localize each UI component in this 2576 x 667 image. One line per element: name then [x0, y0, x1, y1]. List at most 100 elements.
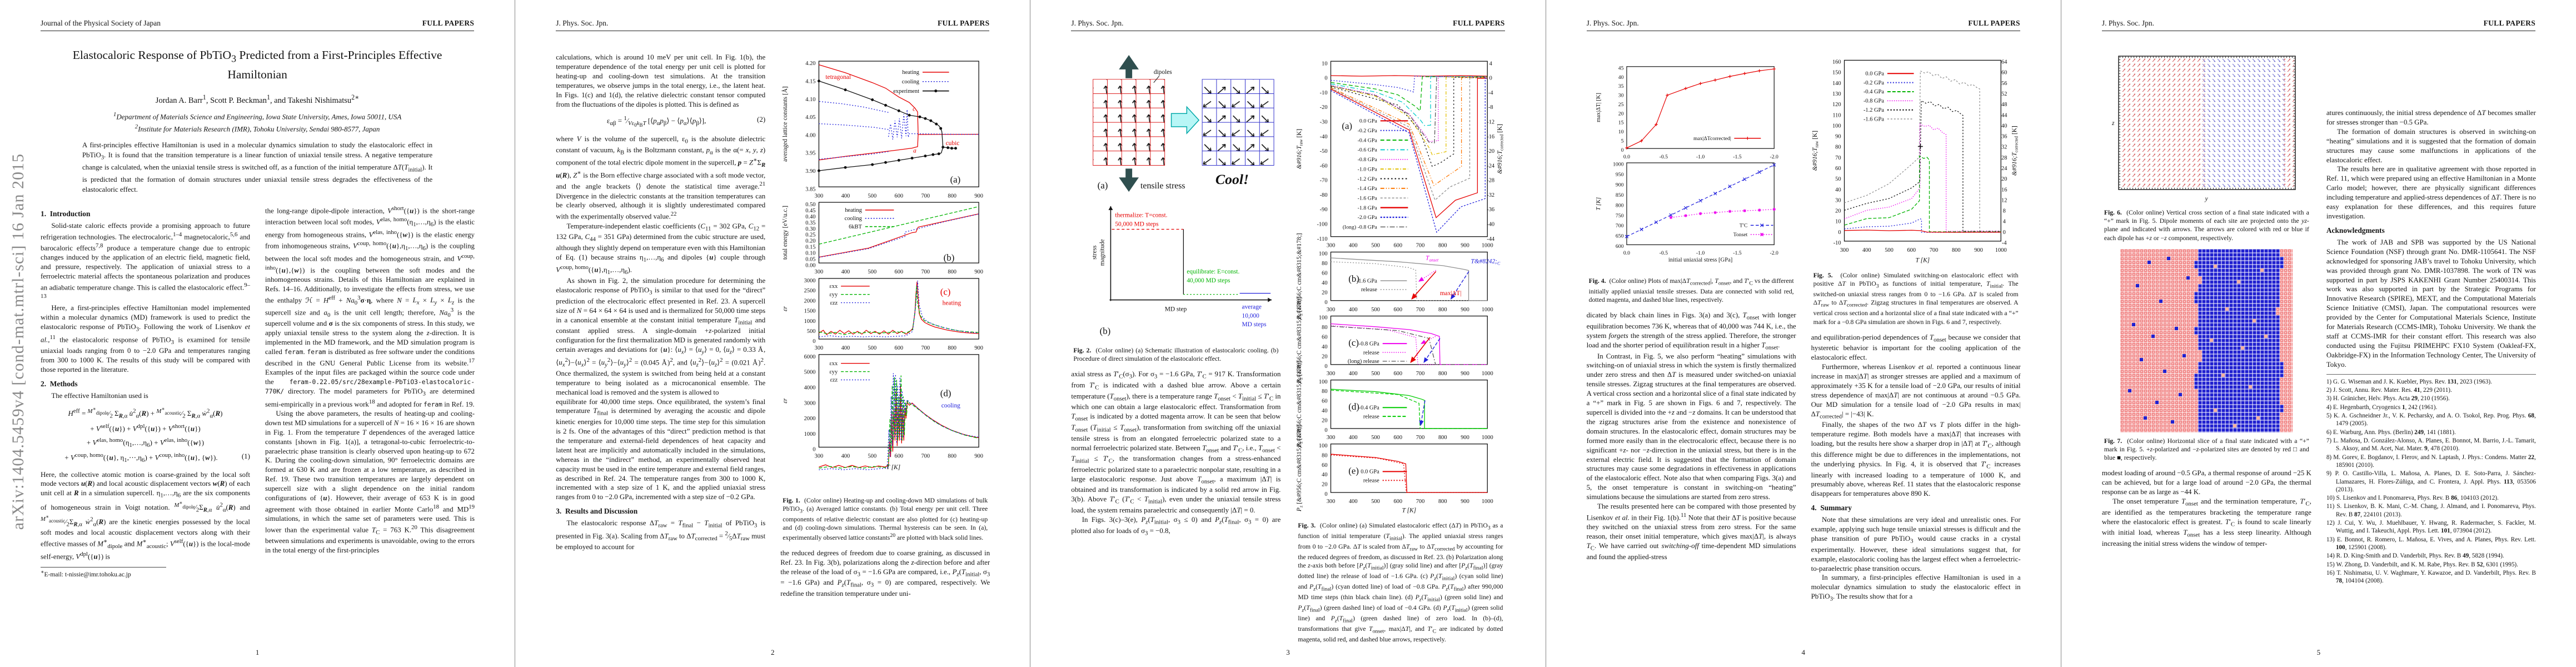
svg-text:850: 850: [1616, 192, 1624, 198]
svg-text:20: 20: [1322, 290, 1328, 296]
reference-item: 7) L. Mañosa, D. González-Alonso, A. Pla…: [2326, 437, 2536, 452]
svg-text:48: 48: [2001, 102, 2007, 108]
svg-text:-40: -40: [1320, 134, 1328, 140]
paragraph: Here, the collective atomic motion is co…: [41, 470, 251, 561]
svg-text:-1.5: -1.5: [1733, 250, 1741, 256]
svg-text:-30: -30: [1320, 120, 1328, 126]
paragraph: In summary, a first-principles effective…: [1811, 574, 2021, 603]
svg-text:4000: 4000: [804, 385, 816, 391]
svg-text:3000: 3000: [804, 278, 816, 284]
svg-text:12: 12: [2001, 197, 2007, 203]
fig3b-maxdt-label: max|ΔT|: [1440, 290, 1461, 297]
section-heading-acknowledgments: Acknowledgments: [2326, 226, 2385, 235]
paragraph: Temperature-independent elastic coeffici…: [556, 222, 766, 276]
svg-text:30: 30: [1618, 93, 1624, 99]
svg-text:52: 52: [2001, 91, 2007, 97]
svg-text:900: 900: [975, 345, 984, 351]
reference-item: 12) J. Cui, Y. Wu, J. Muehlbauer, Y. Hwa…: [2326, 520, 2536, 535]
svg-text:0: 0: [1325, 76, 1328, 82]
svg-text:950: 950: [1616, 172, 1624, 178]
svg-text:60: 60: [1322, 271, 1328, 277]
fig6-ylabel: z: [2111, 120, 2115, 127]
svg-text:20: 20: [1618, 111, 1624, 117]
svg-text:1000: 1000: [1482, 307, 1493, 313]
paragraph: The formation of domain structures is ob…: [2326, 127, 2536, 164]
svg-text:60: 60: [2001, 70, 2007, 76]
fig2-panel-b-tag: (b): [1100, 326, 1111, 336]
header-banner: FULL PAPERS: [2483, 19, 2536, 27]
figure-6-vertical-cross-section: z y: [2111, 56, 2296, 202]
svg-text:500: 500: [1372, 435, 1381, 441]
page5-right-column: atures continuously, the initial stress …: [2326, 53, 2536, 586]
svg-text:45: 45: [1618, 66, 1624, 72]
svg-text:-1.0 GPa: -1.0 GPa: [1358, 166, 1378, 172]
svg-text:5000: 5000: [804, 370, 816, 376]
fig3b-tc-label: T&#8242;C: [1471, 258, 1501, 266]
header-banner: FULL PAPERS: [937, 19, 990, 27]
svg-text:-1.4 GPa: -1.4 GPa: [1358, 186, 1378, 192]
paragraph: Solid-state caloric effects provide a pr…: [41, 222, 250, 300]
header-banner: FULL PAPERS: [422, 19, 475, 27]
svg-text:release: release: [1361, 287, 1377, 293]
svg-text:-32: -32: [1487, 192, 1495, 198]
svg-text:300: 300: [815, 193, 824, 199]
svg-text:750: 750: [1616, 213, 1624, 219]
paragraph: The results presented here can be compar…: [1586, 502, 1796, 561]
fig1d-mode-label: cooling: [941, 402, 960, 409]
svg-text:700: 700: [921, 454, 930, 460]
svg-text:80: 80: [1322, 452, 1328, 459]
svg-text:700: 700: [921, 269, 930, 275]
svg-text:600: 600: [895, 269, 904, 275]
paragraph: calculations, which is around 10 meV per…: [556, 53, 766, 108]
svg-text:heating: heating: [845, 207, 862, 213]
fig4-xlabel: initial uniaxial stress [GPa]: [1668, 257, 1732, 263]
svg-text:60: 60: [1835, 166, 1841, 172]
fig2-ylabel-1: stress: [1092, 245, 1098, 260]
fig2-panel-a-tag: (a): [1098, 180, 1108, 191]
svg-text:300: 300: [1327, 307, 1336, 313]
svg-text:800: 800: [1438, 243, 1447, 249]
svg-text:1000: 1000: [1482, 499, 1493, 505]
fig3-panel-b: Tonset T&#8242;C max|ΔT| (b) -1.6 GPa rel…: [1296, 233, 1501, 320]
journal-name: J. Phys. Soc. Jpn.: [2101, 19, 2154, 27]
fig4-top-panel: max|ΔTcorrected| 45 40 35 30 25 20 15 10 5 0 0.0 -…: [1596, 66, 1778, 160]
paragraph: where V is the volume of the supercell, …: [556, 135, 766, 221]
svg-text:32: 32: [2001, 145, 2007, 151]
fig1a-label-a: a: [913, 148, 916, 155]
fig3c-yticks: 100 80 60 40 20 0: [1319, 315, 1328, 370]
fig1-xlabel: T [K]: [886, 464, 900, 471]
paragraph: The onset temperature Tonset and the ter…: [2101, 497, 2311, 548]
svg-text:700: 700: [1929, 247, 1938, 253]
fig3b-yticks: 100 80 60 40 20 0: [1319, 251, 1328, 306]
svg-text:800: 800: [1438, 499, 1447, 505]
fig3e-legend: 0.0 GPa release: [1361, 469, 1407, 484]
svg-text:0.35: 0.35: [805, 220, 815, 226]
paper-title: Elastocaloric Response of PbTiO3 Predict…: [72, 48, 442, 82]
fig3d-legend: -0.4 GPa release: [1359, 405, 1407, 420]
fig1b-yticks: 0.500.450.400.350.300.250.200.150.100.05…: [805, 202, 815, 268]
svg-text:-1.8 GPa: -1.8 GPa: [1358, 205, 1378, 211]
fig4-bottom-ylabel: T [K]: [1596, 197, 1602, 211]
svg-text:300: 300: [1327, 371, 1336, 377]
svg-text:60: 60: [1322, 399, 1328, 405]
page-3: J. Phys. Soc. Jpn. FULL PAPERS: [1030, 0, 1546, 667]
svg-text:600: 600: [1394, 307, 1403, 313]
svg-text:700: 700: [1416, 499, 1425, 505]
svg-text:800: 800: [948, 269, 957, 275]
svg-text:4: 4: [2002, 219, 2006, 225]
svg-text:500: 500: [1372, 243, 1381, 249]
paragraph: The results here are in qualitative agre…: [2326, 165, 2536, 220]
svg-text:2500: 2500: [804, 288, 816, 294]
svg-text:64: 64: [2001, 59, 2007, 66]
svg-text:4.10: 4.10: [805, 97, 815, 103]
svg-text:0: 0: [1621, 147, 1624, 153]
reference-list: 1) G. G. Wiseman and J. K. Kuebler, Phys…: [2326, 374, 2536, 585]
page-number: 3: [1286, 648, 1290, 656]
svg-text:800: 800: [948, 345, 957, 351]
fig3b-tonset-label: Tonset: [1426, 255, 1439, 262]
fig1d-xticks: 300 400 500 600 700 800 900: [815, 454, 983, 460]
fig1a-label-tetragonal: tetragonal: [826, 74, 851, 81]
paragraph: equilibrate for 40,000 time steps. Once …: [556, 397, 766, 501]
fig1b-xticks: 300 400 500 600 700 800 900: [815, 269, 983, 275]
